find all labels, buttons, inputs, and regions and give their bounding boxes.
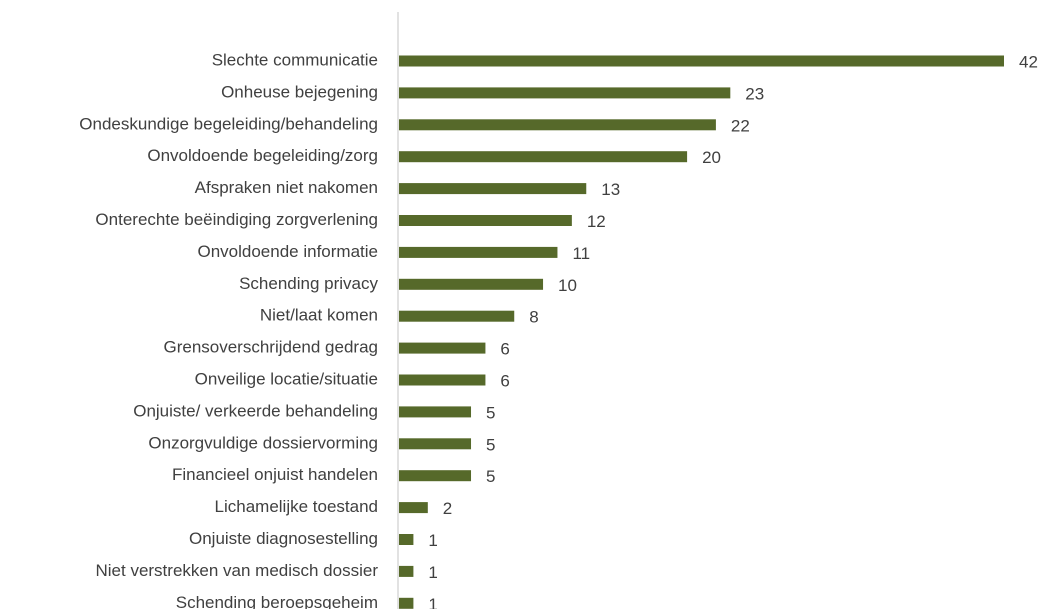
category-label-13: Financieel onjuist handelen (172, 465, 378, 484)
category-label-16: Niet verstrekken van medisch dossier (95, 561, 378, 580)
bar-14 (399, 502, 428, 514)
category-label-2: Ondeskundige begeleiding/behandeling (79, 114, 378, 133)
value-label-15: 1 (428, 531, 437, 550)
value-label-9: 6 (500, 340, 509, 359)
category-label-12: Onzorgvuldige dossiervorming (148, 433, 378, 452)
category-label-9: Grensoverschrijdend gedrag (163, 338, 378, 357)
bar-1 (399, 87, 731, 99)
category-label-14: Lichamelijke toestand (215, 497, 378, 516)
value-label-3: 20 (702, 148, 721, 167)
bar-5 (399, 215, 572, 226)
value-label-17: 1 (428, 595, 437, 609)
category-label-10: Onveilige locatie/situatie (195, 369, 378, 388)
value-label-5: 12 (587, 212, 606, 231)
value-label-10: 6 (500, 371, 509, 390)
value-label-4: 13 (601, 180, 620, 199)
category-label-0: Slechte communicatie (212, 50, 378, 69)
category-label-1: Onheuse bejegening (221, 82, 378, 101)
value-label-6: 11 (572, 244, 590, 263)
value-label-11: 5 (486, 403, 495, 422)
category-label-6: Onvoldoende informatie (197, 242, 378, 261)
bar-10 (399, 374, 486, 386)
bar-12 (399, 438, 472, 450)
category-label-8: Niet/laat komen (260, 306, 378, 325)
bar-8 (399, 310, 515, 322)
bar-2 (399, 119, 716, 131)
category-label-3: Onvoldoende begeleiding/zorg (147, 146, 378, 165)
value-label-8: 8 (529, 308, 538, 327)
bar-4 (399, 183, 587, 195)
value-label-1: 23 (745, 84, 764, 103)
bar-17 (399, 597, 414, 609)
category-label-15: Onjuiste diagnosestelling (189, 529, 378, 548)
value-label-0: 42 (1019, 52, 1038, 71)
bar-6 (399, 246, 558, 258)
bar-3 (399, 151, 688, 163)
value-label-13: 5 (486, 467, 495, 486)
bar-11 (399, 406, 472, 418)
category-label-5: Onterechte beëindiging zorgverlening (95, 210, 378, 229)
value-label-7: 10 (558, 276, 577, 295)
bar-15 (399, 534, 414, 545)
bars-layer (399, 55, 1004, 609)
bar-13 (399, 470, 472, 482)
category-label-11: Onjuiste/ verkeerde behandeling (133, 401, 378, 420)
value-label-16: 1 (428, 563, 437, 582)
value-label-2: 22 (731, 116, 750, 135)
category-label-7: Schending privacy (239, 274, 378, 293)
value-label-12: 5 (486, 435, 495, 454)
bar-0 (399, 55, 1004, 67)
bar-7 (399, 278, 544, 290)
category-label-4: Afspraken niet nakomen (195, 178, 378, 197)
bar-16 (399, 565, 414, 577)
value-label-14: 2 (443, 499, 452, 518)
bar-9 (399, 342, 486, 354)
category-label-17: Schending beroepsgeheim (176, 593, 378, 609)
category-labels-layer: Slechte communicatie Onheuse bejegening On… (79, 50, 378, 609)
